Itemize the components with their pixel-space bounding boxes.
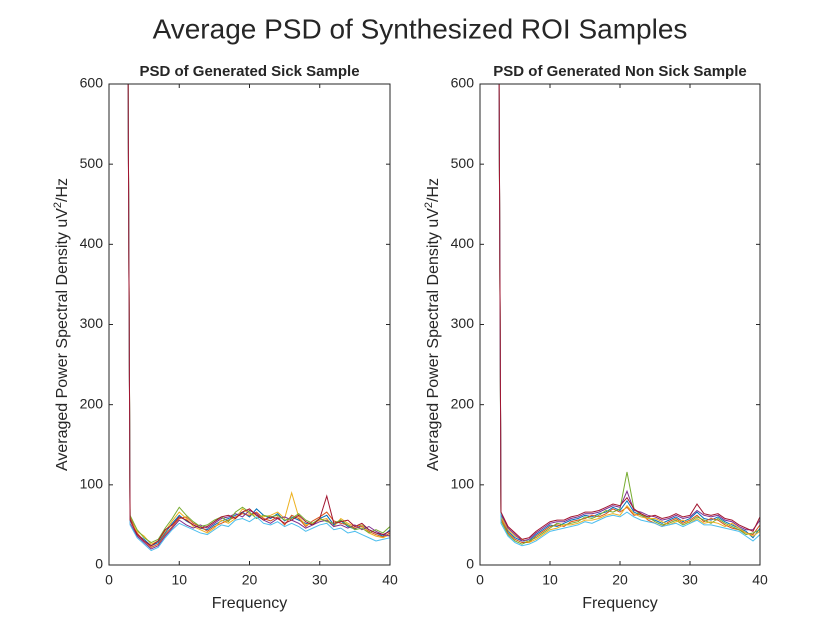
data-line [127,84,390,547]
x-tick-label: 40 [382,572,398,588]
y-tick-label: 400 [451,235,475,251]
x-tick-label: 20 [242,572,258,588]
subplot-title: PSD of Generated Non Sick Sample [493,63,746,80]
x-tick-label: 0 [105,572,113,588]
y-tick-label: 100 [80,476,104,492]
y-tick-label: 300 [80,315,104,331]
y-axis-label-part: Averaged Power Spectral Density uV [425,208,442,471]
data-line [498,84,760,542]
subplot-title: PSD of Generated Sick Sample [139,63,359,80]
x-tick-label: 0 [476,572,484,588]
data-line [498,84,760,540]
x-tick-label: 30 [312,572,328,588]
x-tick-label: 20 [612,572,628,588]
y-axis-label-part: 2 [52,202,64,208]
x-tick-label: 40 [752,572,768,588]
data-line [498,84,760,544]
data-line [127,84,390,548]
y-axis-label-part: /Hz [54,178,71,202]
y-tick-label: 400 [80,235,104,251]
y-tick-label: 300 [451,315,475,331]
y-axis-label: Averaged Power Spectral Density uV2/Hz [423,178,442,471]
y-tick-label: 500 [80,155,104,171]
x-tick-label: 10 [171,572,187,588]
y-tick-label: 0 [466,556,474,572]
lines [127,84,390,552]
y-axis-label-part: 2 [423,202,435,208]
y-axis-label-part: /Hz [425,178,442,202]
y-tick-label: 200 [80,395,104,411]
plot-area [480,84,760,565]
x-tick-label: 30 [682,572,698,588]
y-axis-label-part: Averaged Power Spectral Density uV [54,208,71,471]
y-tick-label: 500 [451,155,475,171]
y-tick-label: 600 [80,75,104,91]
y-tick-label: 600 [451,75,475,91]
plot-area [109,84,390,565]
y-axis-label: Averaged Power Spectral Density uV2/Hz [52,178,71,471]
x-axis-label: Frequency [212,595,288,612]
y-tick-label: 100 [451,476,475,492]
data-line [498,84,760,542]
data-line [498,84,760,547]
data-line [127,84,390,550]
lines [498,84,760,547]
data-line [127,84,390,552]
figure-title: Average PSD of Synthesized ROI Samples [153,13,688,44]
y-tick-label: 200 [451,395,475,411]
x-axis-label: Frequency [582,595,658,612]
x-tick-label: 10 [542,572,558,588]
data-line [498,84,760,545]
y-tick-label: 0 [95,556,103,572]
data-line [127,84,390,544]
